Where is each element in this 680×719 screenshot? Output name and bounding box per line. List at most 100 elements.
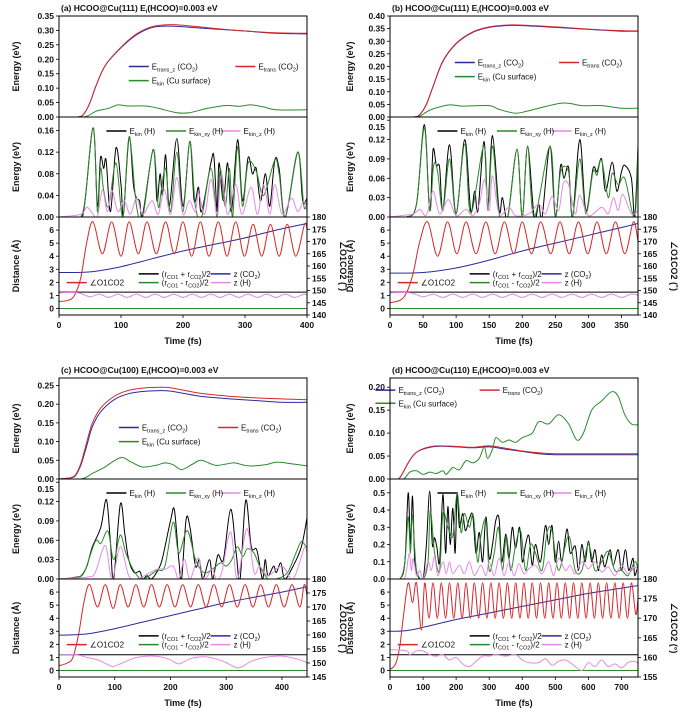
y-tick-label: 6 bbox=[49, 225, 54, 235]
series-line bbox=[59, 583, 307, 667]
legend-label: (rCO1​ - rCO2​)/2 bbox=[493, 279, 541, 290]
x-tick-label: 100 bbox=[108, 682, 122, 692]
legend-label-part: (H) bbox=[210, 489, 224, 498]
x-tick-label: 0 bbox=[57, 320, 62, 330]
y2-tick-label: 170 bbox=[312, 602, 326, 612]
legend-label-part: E bbox=[129, 489, 134, 498]
y2-axis-label: ∠O1CO2 (˚) bbox=[338, 241, 348, 291]
legend-label-part: ) bbox=[589, 270, 592, 279]
y-tick-label: 3 bbox=[380, 264, 385, 274]
y2-tick-label: 170 bbox=[643, 237, 657, 247]
legend-label: Ekin_z​ (H) bbox=[244, 127, 276, 138]
legend-label-subscript: 2 bbox=[585, 275, 588, 281]
legend-label-part: z (H) bbox=[565, 641, 583, 650]
panel-title-subscript: i bbox=[477, 9, 479, 15]
legend-label-subscript: kin bbox=[466, 132, 473, 138]
y2-tick-label: 145 bbox=[643, 298, 657, 308]
y-tick-label: 0.03 bbox=[368, 193, 385, 203]
legend-label: Ekin​ (Cu surface) bbox=[152, 77, 211, 88]
y-tick-label: 0.00 bbox=[368, 212, 385, 222]
y-tick-label: 0.0 bbox=[373, 574, 385, 584]
legend-label: Etrans​ (CO2​) bbox=[258, 63, 299, 74]
y-tick-label: 2 bbox=[49, 639, 54, 649]
series-line bbox=[390, 24, 638, 117]
legend-label: ∠O1CO2 bbox=[90, 641, 125, 650]
legend-label-subscript: kin bbox=[147, 443, 154, 449]
legend-label: Etrans_z​ (CO2​) bbox=[152, 63, 198, 74]
y-axis-label: Energy (eV) bbox=[345, 403, 355, 453]
y-tick-label: 5 bbox=[49, 238, 54, 248]
subplot-0: 0.00 0.05 0.10 0.15 0.20 Energy (eV) bbox=[345, 377, 639, 484]
x-tick-label: 300 bbox=[219, 682, 233, 692]
y2-tick-label: 165 bbox=[643, 633, 657, 643]
panel-title: (b) HCOO@Cu(111) Ei​(HCOO)=0.003 eV bbox=[392, 3, 549, 15]
y-tick-label: 0.08 bbox=[37, 169, 54, 179]
legend-label-subscript: CO1 bbox=[498, 637, 509, 643]
y2-axis-label: ∠O1CO2 (˚) bbox=[338, 603, 348, 653]
y-tick-label: 0.4 bbox=[373, 505, 385, 515]
legend-label-part: (r bbox=[493, 270, 499, 279]
legend-label-subscript: kin bbox=[135, 132, 142, 138]
y2-tick-label: 180 bbox=[312, 574, 326, 584]
legend-label-part: )/2 bbox=[201, 270, 211, 279]
series-line bbox=[390, 585, 638, 632]
legend-label-part: ∠O1CO2 bbox=[421, 279, 456, 288]
y-axis-label: Energy (eV) bbox=[11, 41, 21, 91]
legend-label-subscript: kin_xy bbox=[525, 132, 541, 138]
legend-label-part: (r bbox=[493, 279, 499, 288]
x-tick-label: 600 bbox=[581, 682, 595, 692]
panel-title-part: (HCOO)=0.003 eV bbox=[147, 3, 217, 13]
legend-label-part: - r bbox=[178, 641, 188, 650]
legend-label-part: E bbox=[460, 489, 465, 498]
y2-tick-label: 150 bbox=[312, 286, 326, 296]
legend-label-subscript: CO1 bbox=[498, 646, 509, 652]
panel-title-subscript: i bbox=[478, 371, 480, 377]
legend-label: z (H) bbox=[234, 279, 252, 288]
legend-label-part: z (CO bbox=[234, 632, 255, 641]
plot-frame bbox=[389, 578, 639, 678]
legend-label-part: E bbox=[244, 127, 249, 136]
legend-label: Ekin_z​ (H) bbox=[575, 127, 607, 138]
legend-label-subscript: kin bbox=[466, 494, 473, 500]
y-tick-label: 4 bbox=[49, 251, 54, 261]
legend-label-subscript: trans_z bbox=[483, 63, 501, 69]
x-tick-label: 200 bbox=[515, 320, 529, 330]
legend-label-part: E bbox=[244, 489, 249, 498]
legend-label: Ekin_z​ (H) bbox=[244, 489, 276, 500]
legend-label-part: - r bbox=[509, 641, 519, 650]
y-axis-label: Energy (eV) bbox=[11, 142, 21, 192]
x-tick-label: 200 bbox=[449, 682, 463, 692]
legend-label: (rCO1​ - rCO2​)/2 bbox=[162, 641, 210, 652]
legend-label: Etrans_z​ (CO2​) bbox=[398, 386, 444, 397]
legend-label: Ekin​ (H) bbox=[460, 127, 486, 138]
y-tick-label: 0.25 bbox=[368, 49, 385, 59]
legend-label-subscript: trans bbox=[508, 391, 520, 397]
y-tick-label: 0.15 bbox=[368, 74, 385, 84]
legend-label-subscript: 2 bbox=[254, 275, 257, 281]
legend-label-subscript: kin bbox=[157, 82, 164, 88]
legend-label-part: E bbox=[575, 489, 580, 498]
y2-axis-label: ∠O1CO2 (°) bbox=[669, 603, 679, 654]
legend-label-part: E bbox=[520, 489, 525, 498]
y2-tick-label: 175 bbox=[312, 224, 326, 234]
legend-label: (rCO1​ + rCO2​)/2 bbox=[493, 270, 543, 281]
legend-label: Etrans_z​ (CO2​) bbox=[142, 423, 188, 434]
legend-label-part: (r bbox=[493, 632, 499, 641]
y-axis-label: Distance (Å) bbox=[345, 240, 355, 293]
legend-label-part: z (H) bbox=[234, 641, 252, 650]
y-axis-label: Energy (eV) bbox=[345, 41, 355, 91]
y-tick-label: 1 bbox=[49, 652, 54, 662]
panel-title: (d) HCOO@Cu(110) Ei​(HCOO)=0.003 eV bbox=[392, 365, 550, 377]
panel-title: (a) HCOO@Cu(111) Ei​(HCOO)=0.003 eV bbox=[61, 3, 218, 15]
y2-tick-label: 165 bbox=[643, 249, 657, 259]
y-tick-label: 0.15 bbox=[37, 69, 54, 79]
legend-label-part: )/2 bbox=[530, 641, 540, 650]
legend-label-part: z (CO bbox=[565, 270, 586, 279]
legend-label-subscript: CO1 bbox=[167, 646, 178, 652]
series-line bbox=[59, 127, 307, 217]
y2-tick-label: 165 bbox=[312, 616, 326, 626]
legend-label-part: (r bbox=[162, 632, 168, 641]
series-line bbox=[59, 386, 307, 479]
legend-label-part: (H) bbox=[262, 489, 276, 498]
